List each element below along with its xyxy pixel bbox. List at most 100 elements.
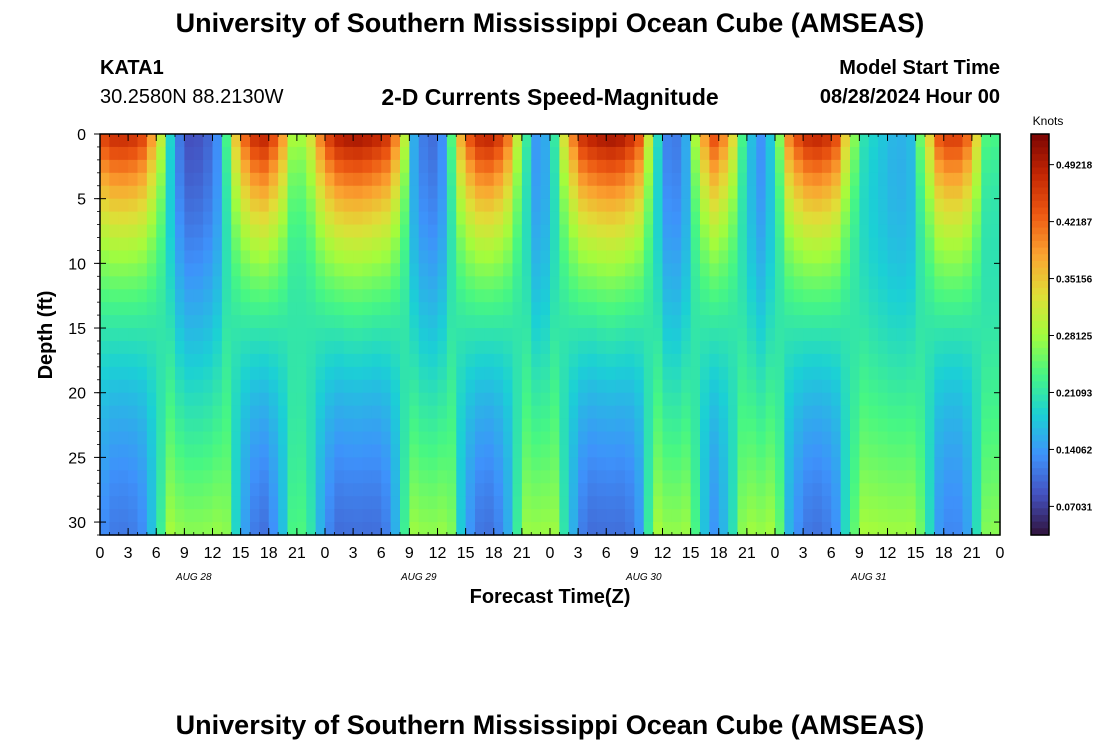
heatmap-cell: [793, 276, 804, 290]
heatmap-cell: [156, 250, 167, 264]
heatmap-cell: [625, 340, 635, 355]
heatmap-cell: [428, 379, 439, 394]
heatmap-cell: [381, 211, 392, 226]
heatmap-cell: [400, 276, 410, 290]
heatmap-cell: [390, 224, 401, 239]
heatmap-cell: [315, 172, 326, 187]
heatmap-cell: [231, 457, 242, 471]
heatmap-cell: [906, 185, 917, 200]
heatmap-cell: [578, 431, 589, 446]
heatmap-cell: [746, 483, 757, 497]
heatmap-cell: [718, 405, 729, 420]
heatmap-cell: [662, 159, 673, 174]
heatmap-cell: [587, 172, 598, 187]
heatmap-cell: [831, 444, 842, 458]
heatmap-cell: [775, 366, 785, 381]
heatmap-cell: [146, 353, 157, 368]
heatmap-cell: [137, 185, 148, 200]
heatmap-cell: [531, 509, 542, 523]
y-axis-label: Depth (ft): [35, 291, 57, 380]
heatmap-cell: [803, 444, 814, 458]
heatmap-cell: [596, 392, 607, 407]
heatmap-cell: [700, 224, 710, 239]
heatmap-cell: [587, 289, 598, 303]
heatmap-cell: [146, 496, 157, 510]
heatmap-cell: [437, 431, 448, 446]
heatmap-cell: [643, 302, 654, 316]
heatmap-cell: [568, 353, 579, 368]
colorbar: 0.492180.421870.351560.281250.210930.140…: [1030, 133, 1093, 536]
heatmap-cell: [465, 444, 476, 458]
heatmap-cell: [446, 470, 457, 484]
heatmap-cell: [728, 379, 739, 394]
heatmap-cell: [315, 185, 326, 200]
heatmap-cell: [287, 263, 298, 277]
heatmap-cell: [146, 302, 157, 316]
heatmap-cell: [343, 457, 354, 471]
heatmap-cell: [812, 146, 823, 161]
heatmap-cell: [831, 496, 842, 510]
heatmap-cell: [306, 483, 317, 497]
heatmap-cell: [362, 353, 373, 368]
heatmap-cell: [390, 263, 401, 277]
heatmap-cell: [418, 340, 429, 355]
heatmap-cell: [915, 483, 926, 497]
heatmap-cell: [456, 134, 467, 148]
heatmap-cell: [840, 379, 851, 394]
heatmap-cell: [146, 146, 157, 161]
heatmap-cell: [981, 237, 992, 252]
heatmap-cell: [718, 185, 729, 200]
heatmap-cell: [259, 263, 270, 277]
heatmap-cell: [765, 522, 776, 536]
colorbar-segment: [1031, 334, 1049, 342]
heatmap-cell: [137, 315, 148, 329]
heatmap-cell: [156, 444, 167, 458]
heatmap-cell: [803, 146, 814, 161]
heatmap-cell: [184, 146, 195, 161]
heatmap-cell: [109, 134, 120, 148]
heatmap-cell: [625, 159, 635, 174]
heatmap-cell: [146, 224, 157, 239]
heatmap-cell: [690, 263, 701, 277]
heatmap-cell: [165, 509, 176, 523]
heatmap-cell: [915, 405, 926, 420]
heatmap-cell: [728, 457, 739, 471]
heatmap-cell: [287, 405, 298, 420]
heatmap-cell: [887, 134, 898, 148]
heatmap-cell: [953, 392, 964, 407]
heatmap-cell: [118, 237, 129, 252]
heatmap-cell: [765, 392, 776, 407]
heatmap-cell: [887, 185, 898, 200]
heatmap-cell: [765, 302, 776, 316]
heatmap-cell: [512, 392, 523, 407]
heatmap-cell: [700, 392, 710, 407]
heatmap-cell: [906, 379, 917, 394]
heatmap-cell: [775, 146, 785, 161]
heatmap-cell: [671, 522, 682, 536]
heatmap-cell: [718, 340, 729, 355]
colorbar-segment: [1031, 441, 1049, 449]
heatmap-cell: [250, 250, 260, 264]
heatmap-cell: [109, 353, 120, 368]
heatmap-cell: [784, 276, 795, 290]
heatmap-cell: [775, 392, 785, 407]
x-tick-label: 9: [630, 545, 639, 562]
heatmap-cell: [568, 457, 579, 471]
heatmap-cell: [156, 353, 167, 368]
heatmap-cell: [709, 470, 720, 484]
heatmap-cell: [718, 224, 729, 239]
colorbar-segment: [1031, 301, 1049, 309]
heatmap-cell: [859, 328, 870, 342]
heatmap-cell: [737, 276, 748, 290]
heatmap-cell: [287, 522, 298, 536]
heatmap-cell: [512, 172, 523, 187]
heatmap-cell: [559, 146, 570, 161]
heatmap-cell: [653, 159, 664, 174]
heatmap-cell: [859, 418, 870, 433]
heatmap-cell: [934, 237, 945, 252]
heatmap-cell: [643, 185, 654, 200]
colorbar-segment: [1031, 488, 1049, 496]
heatmap-cell: [831, 146, 842, 161]
heatmap-cell: [334, 289, 345, 303]
heatmap-cell: [287, 289, 298, 303]
